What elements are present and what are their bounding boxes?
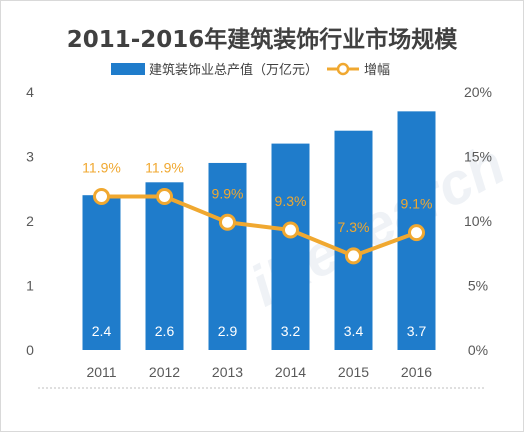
growth-point — [219, 213, 236, 231]
x-axis-tick-label: 2012 — [149, 364, 180, 380]
bar-value-label: 3.4 — [344, 323, 364, 339]
legend-label-bar: 建筑装饰业总产值（万亿元） — [149, 62, 318, 78]
bar — [334, 130, 373, 350]
bar — [271, 143, 310, 350]
right-axis-tick-label: 0% — [468, 342, 488, 358]
right-axis-tick-label: 15% — [464, 149, 492, 165]
left-axis: 0 1 2 3 4 — [26, 84, 34, 358]
growth-value-label: 7.3% — [338, 219, 370, 235]
bar — [208, 162, 247, 350]
growth-line — [101, 194, 418, 258]
legend-marker-growth — [336, 62, 350, 76]
x-axis-tick-label: 2011 — [86, 364, 116, 380]
legend: 建筑装饰业总产值（万亿元） 增幅 — [111, 62, 390, 78]
bar-value-label: 2.6 — [155, 323, 175, 339]
point-labels: 11.9% 11.9% 9.9% 9.3% 7.3% 9.1% — [82, 159, 432, 234]
bar-value-label: 3.7 — [407, 323, 427, 339]
legend-swatch-bar — [111, 63, 145, 75]
growth-value-label: 9.9% — [212, 185, 244, 201]
growth-point — [156, 187, 173, 205]
left-axis-tick-label: 3 — [26, 149, 34, 165]
chart-title: 2011-2016年建筑装饰行业市场规模 — [67, 26, 459, 53]
right-axis-tick-label: 10% — [464, 213, 492, 229]
legend-label-growth: 增幅 — [364, 63, 390, 78]
x-axis-tick-label: 2015 — [338, 364, 369, 380]
right-axis: 0% 5% 10% 15% 20% — [464, 84, 492, 358]
growth-point — [345, 247, 362, 265]
growth-point — [408, 224, 425, 242]
bar-series — [82, 111, 436, 350]
growth-value-label: 11.9% — [145, 159, 184, 175]
growth-value-label: 11.9% — [82, 159, 121, 175]
bar — [82, 195, 121, 350]
growth-point — [93, 187, 110, 205]
right-axis-tick-label: 5% — [468, 278, 488, 294]
left-axis-tick-label: 0 — [26, 342, 34, 358]
growth-point — [282, 221, 299, 239]
bar — [145, 182, 184, 350]
line-series — [93, 187, 425, 265]
x-axis: 2011 2012 2013 2014 2015 2016 — [86, 364, 432, 380]
bar-value-label: 3.2 — [281, 323, 301, 339]
right-axis-tick-label: 20% — [464, 84, 492, 100]
x-axis-tick-label: 2016 — [401, 364, 432, 380]
left-axis-tick-label: 1 — [26, 278, 34, 294]
bar-value-label: 2.4 — [92, 323, 112, 339]
x-axis-tick-label: 2013 — [212, 364, 243, 380]
x-axis-tick-label: 2014 — [275, 364, 306, 380]
left-axis-tick-label: 4 — [26, 84, 34, 100]
bar-value-label: 2.9 — [218, 323, 238, 339]
bar-labels: 2.4 2.6 2.9 3.2 3.4 3.7 — [92, 323, 427, 339]
growth-value-label: 9.3% — [275, 193, 307, 209]
growth-value-label: 9.1% — [401, 196, 433, 212]
left-axis-tick-label: 2 — [26, 213, 34, 229]
